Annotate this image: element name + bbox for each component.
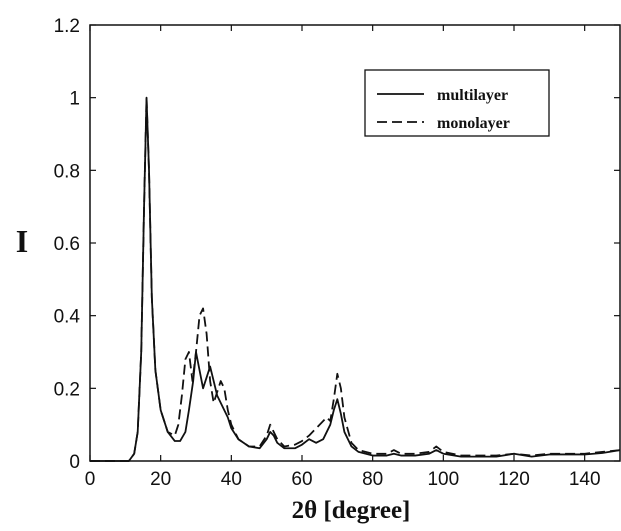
axis-ticks: 0 20 40 60 80 100 120 140 0 0.2 0.4 0.6 0.8 1 1.2 bbox=[54, 16, 620, 490]
x-tick-label: 100 bbox=[427, 469, 459, 490]
y-tick-label: 0.2 bbox=[54, 379, 80, 400]
x-tick-label: 0 bbox=[85, 469, 96, 490]
y-tick-label: 1.2 bbox=[54, 16, 80, 37]
series-group bbox=[90, 96, 621, 462]
y-tick-label: 0 bbox=[69, 452, 80, 473]
x-tick-label: 80 bbox=[362, 469, 383, 490]
y-axis-label: I bbox=[16, 223, 28, 259]
legend-label-monolayer: monolayer bbox=[437, 115, 510, 132]
y-tick-label: 0.4 bbox=[54, 307, 81, 328]
x-tick-label: 140 bbox=[569, 469, 601, 490]
series-line-monolayer bbox=[90, 96, 621, 462]
x-tick-label: 40 bbox=[221, 469, 242, 490]
y-tick-label: 1 bbox=[69, 89, 80, 110]
x-tick-label: 60 bbox=[291, 469, 312, 490]
x-tick-label: 20 bbox=[150, 469, 171, 490]
legend: multilayer monolayer bbox=[364, 69, 550, 137]
y-tick-label: 0.8 bbox=[54, 161, 80, 182]
legend-label-multilayer: multilayer bbox=[437, 87, 508, 104]
x-axis-label: 2θ [degree] bbox=[292, 497, 411, 524]
x-tick-label: 120 bbox=[498, 469, 530, 490]
y-tick-label: 0.6 bbox=[54, 234, 80, 255]
legend-box bbox=[364, 69, 550, 137]
